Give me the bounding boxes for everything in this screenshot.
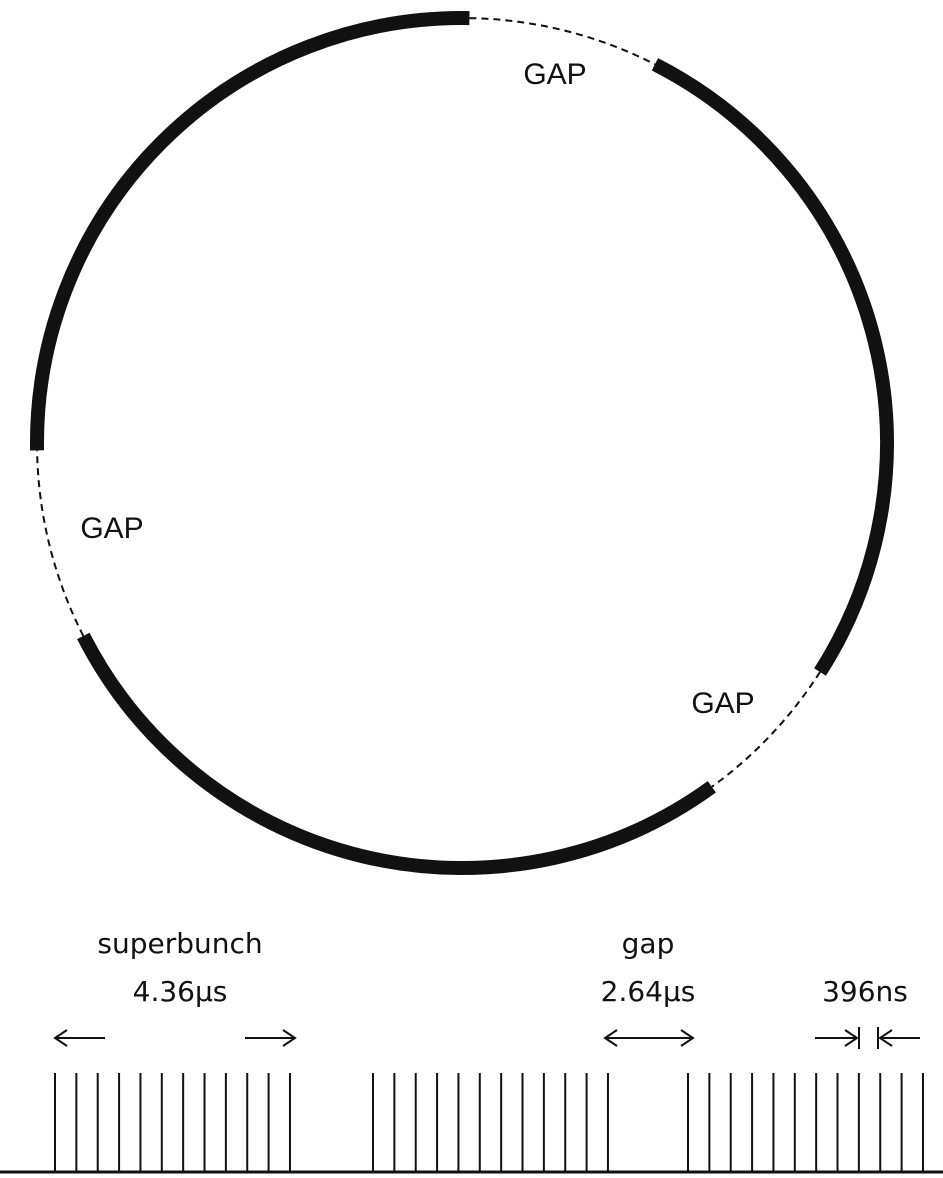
gap-arc <box>36 450 85 637</box>
bunches <box>54 1073 924 1172</box>
arrows <box>53 1027 920 1049</box>
gap-length: 2.64μs <box>601 975 696 1008</box>
gap-arc <box>469 17 656 66</box>
gap-arc <box>711 671 821 788</box>
superbunch-length: 4.36μs <box>133 975 228 1008</box>
gap-label: GAP <box>80 512 143 545</box>
superbunch-label: superbunch <box>97 927 262 960</box>
gap-label: GAP <box>523 58 586 91</box>
bunch-train-arc <box>77 632 716 875</box>
bunch-train-arc <box>30 11 470 451</box>
spacing-label: 396ns <box>822 975 908 1008</box>
bunch-train-arc <box>651 58 894 676</box>
ring <box>30 11 894 875</box>
gap-label: GAP <box>691 687 754 720</box>
gap-label: gap <box>622 927 675 960</box>
